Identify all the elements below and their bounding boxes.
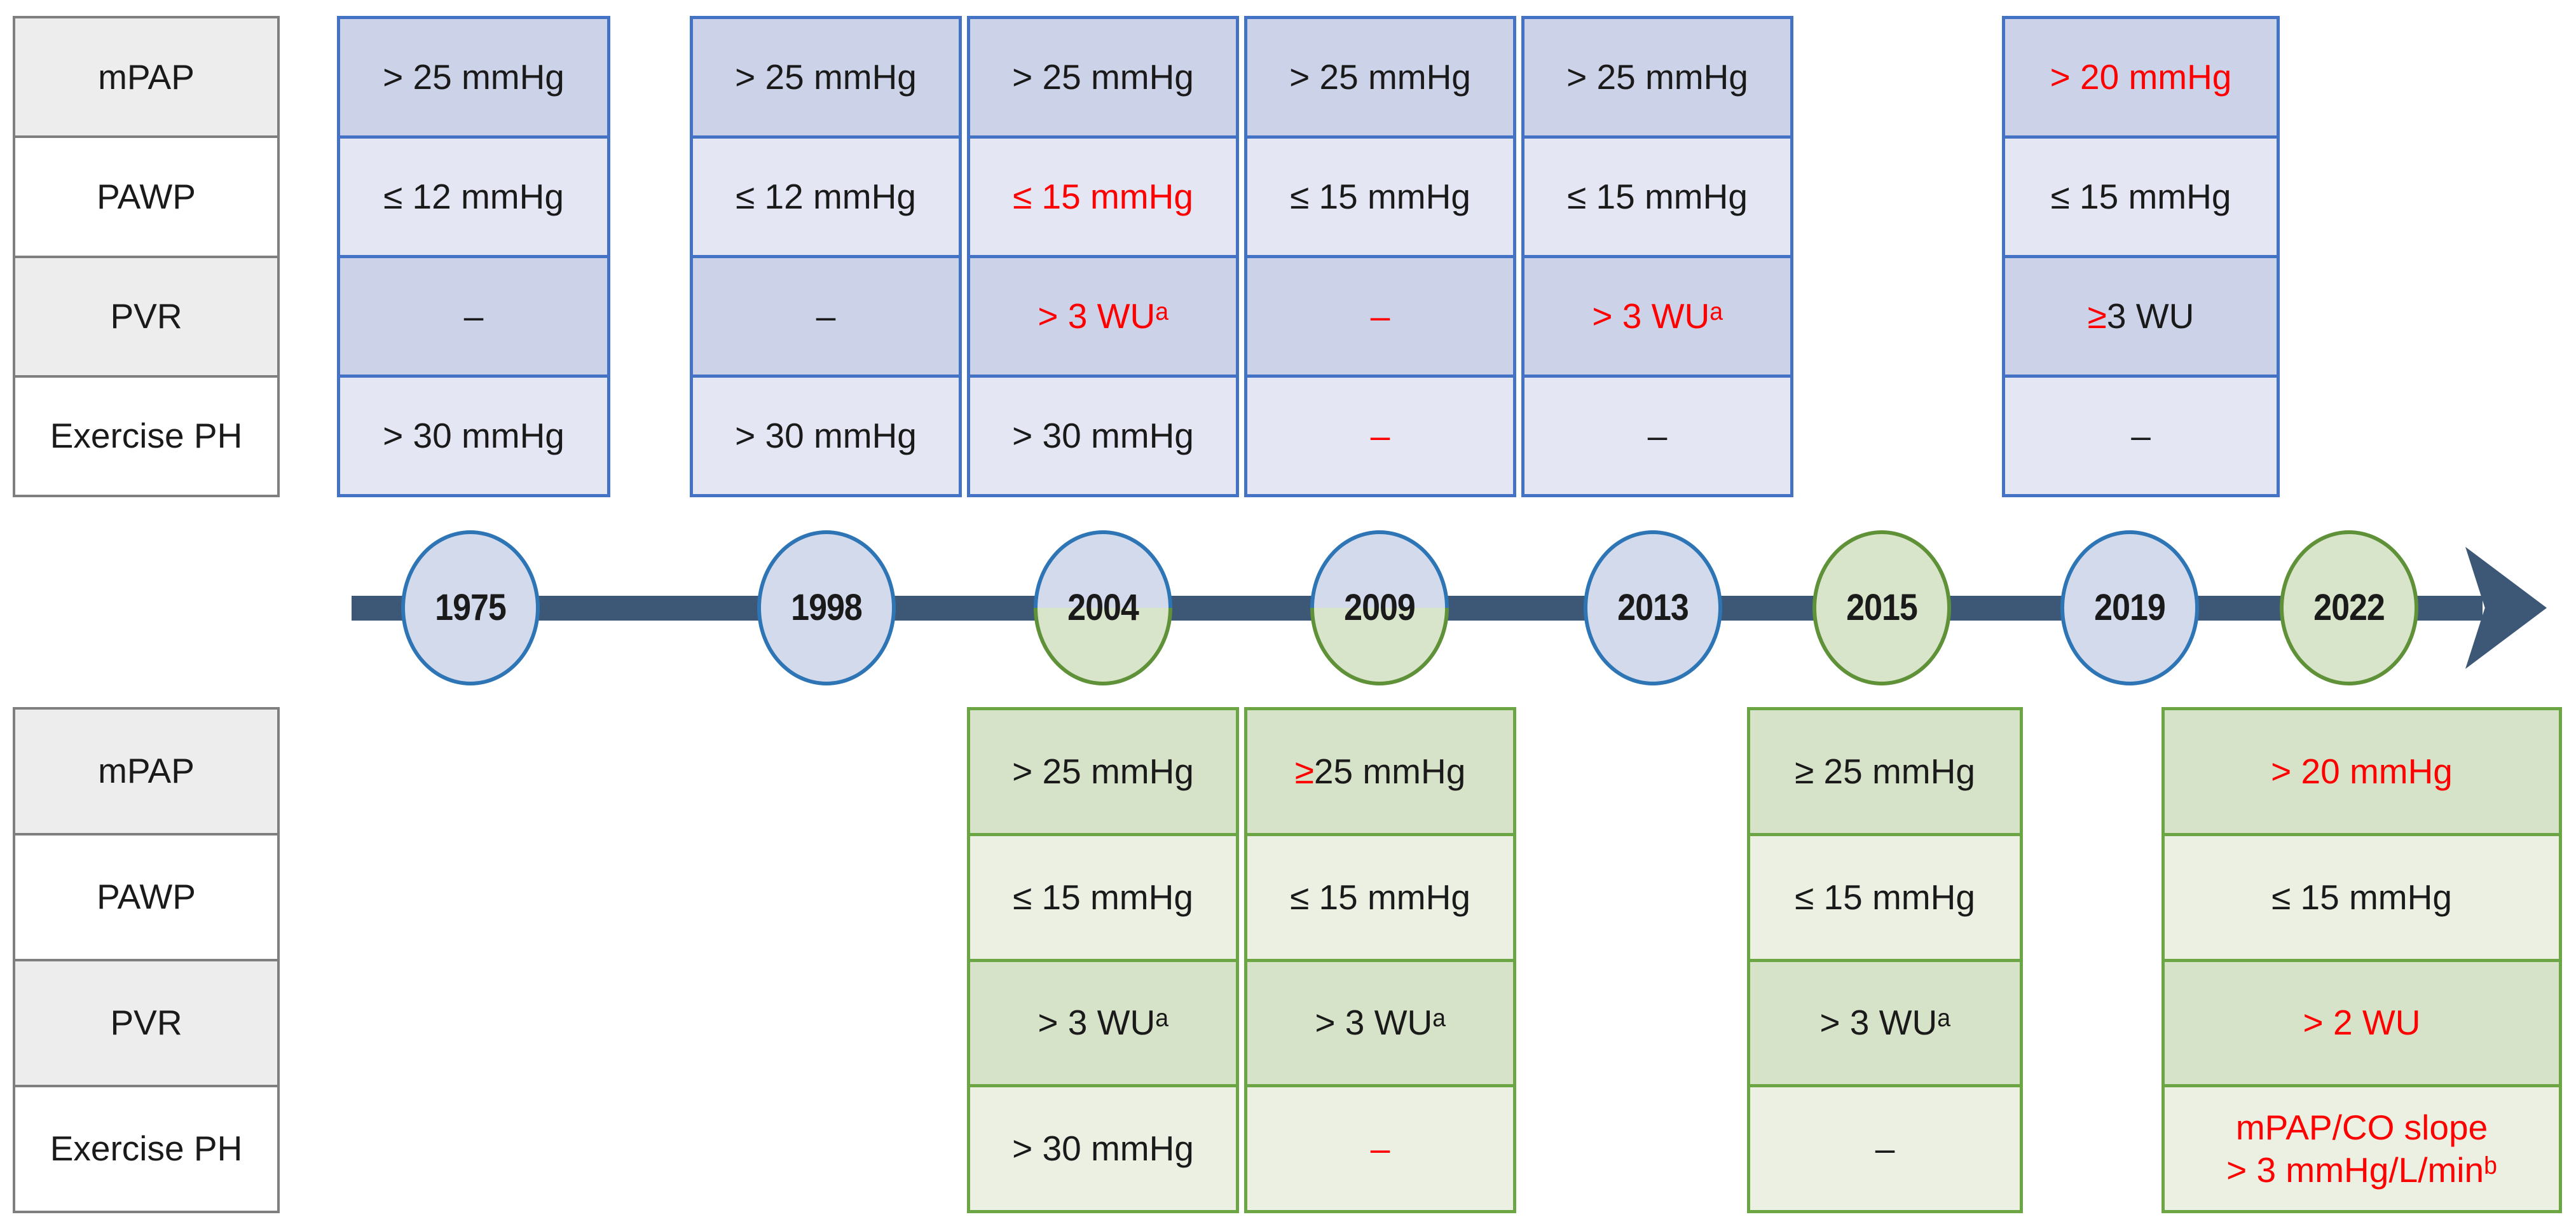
criteria-table-2013: > 25 mmHg ≤ 15 mmHg > 3 WUᵃ – <box>1521 16 1793 497</box>
criteria-cell: ≥ 25 mmHg <box>1750 710 2020 833</box>
criteria-cell: ≤ 12 mmHg <box>693 139 959 255</box>
timeline-year-2015: 2015 <box>1812 530 1951 685</box>
criteria-cell: > 30 mmHg <box>340 378 607 494</box>
criteria-cell: ≤ 15 mmHg <box>1247 836 1513 959</box>
criteria-cell: > 30 mmHg <box>970 1087 1236 1210</box>
row-label: Exercise PH <box>15 1087 277 1211</box>
criteria-cell: > 3 WUᵃ <box>1247 961 1513 1085</box>
criteria-cell: > 3 WUᵃ <box>970 258 1236 375</box>
criteria-cell: ≥ 3 WU <box>2005 258 2277 375</box>
criteria-table-2009-exercise: ≥ 25 mmHg ≤ 15 mmHg > 3 WUᵃ – <box>1244 707 1516 1213</box>
criteria-cell-text: 3 WU <box>2106 296 2195 336</box>
criteria-table-2019: > 20 mmHg ≤ 15 mmHg ≥ 3 WU – <box>2002 16 2280 497</box>
criteria-cell: – <box>693 258 959 375</box>
criteria-table-2009: > 25 mmHg ≤ 15 mmHg – – <box>1244 16 1516 497</box>
criteria-cell: – <box>1750 1087 2020 1210</box>
timeline-year-label: 2013 <box>1617 587 1689 629</box>
timeline-year-label: 1975 <box>435 587 507 629</box>
timeline-year-1975: 1975 <box>401 530 540 685</box>
timeline-year-2013: 2013 <box>1584 530 1722 685</box>
timeline-year-label: 1998 <box>791 587 863 629</box>
criteria-cell: > 25 mmHg <box>970 710 1236 833</box>
criteria-cell: > 30 mmHg <box>970 378 1236 494</box>
criteria-cell: ≤ 15 mmHg <box>2005 139 2277 255</box>
criteria-cell: – <box>1247 378 1513 494</box>
criteria-cell: > 20 mmHg <box>2005 19 2277 135</box>
criteria-cell-text: ≥ <box>2087 296 2107 336</box>
criteria-cell: ≤ 15 mmHg <box>1247 139 1513 255</box>
criteria-cell: > 25 mmHg <box>970 19 1236 135</box>
criteria-cell: > 25 mmHg <box>1524 19 1790 135</box>
timeline-year-label: 2022 <box>2313 587 2385 629</box>
timeline-year-1998: 1998 <box>757 530 896 685</box>
timeline-year-2019: 2019 <box>2060 530 2199 685</box>
criteria-cell: – <box>1247 1087 1513 1210</box>
criteria-cell: > 25 mmHg <box>1247 19 1513 135</box>
criteria-cell: > 20 mmHg <box>2165 710 2559 833</box>
criteria-cell: > 30 mmHg <box>693 378 959 494</box>
criteria-cell: ≤ 15 mmHg <box>1524 139 1790 255</box>
timeline-year-label: 2009 <box>1344 587 1416 629</box>
criteria-cell-text: ≥ <box>1294 751 1314 791</box>
criteria-table-2004: > 25 mmHg ≤ 15 mmHg > 3 WUᵃ > 30 mmHg <box>967 16 1239 497</box>
criteria-cell: mPAP/CO slope > 3 mmHg/L/minᵇ <box>2165 1087 2559 1210</box>
criteria-cell: – <box>340 258 607 375</box>
criteria-table-2022-exercise: > 20 mmHg ≤ 15 mmHg > 2 WU mPAP/CO slope > … <box>2162 707 2562 1213</box>
criteria-table-2015-exercise: ≥ 25 mmHg ≤ 15 mmHg > 3 WUᵃ – <box>1747 707 2023 1213</box>
timeline-year-2009: 2009 <box>1310 530 1449 685</box>
criteria-table-1975: > 25 mmHg ≤ 12 mmHg – > 30 mmHg <box>337 16 610 497</box>
criteria-cell-text: 25 mmHg <box>1313 751 1466 791</box>
row-label: mPAP <box>15 710 277 833</box>
row-label: PVR <box>15 961 277 1085</box>
criteria-cell: > 3 WUᵃ <box>970 961 1236 1085</box>
criteria-table-1998: > 25 mmHg ≤ 12 mmHg – > 30 mmHg <box>690 16 962 497</box>
criteria-cell: > 25 mmHg <box>693 19 959 135</box>
row-label-table-top: mPAP PAWP PVR Exercise PH <box>13 16 280 497</box>
row-label: PAWP <box>15 138 277 256</box>
row-label: mPAP <box>15 18 277 136</box>
criteria-cell: ≤ 15 mmHg <box>1750 836 2020 959</box>
criteria-table-2004-exercise: > 25 mmHg ≤ 15 mmHg > 3 WUᵃ > 30 mmHg <box>967 707 1239 1213</box>
criteria-cell: – <box>1524 378 1790 494</box>
criteria-cell: ≤ 15 mmHg <box>2165 836 2559 959</box>
row-label: Exercise PH <box>15 377 277 495</box>
criteria-cell: – <box>1247 258 1513 375</box>
timeline-year-label: 2019 <box>2094 587 2166 629</box>
criteria-cell: > 25 mmHg <box>340 19 607 135</box>
criteria-cell: ≤ 12 mmHg <box>340 139 607 255</box>
timeline-year-2004: 2004 <box>1034 530 1172 685</box>
timeline-year-label: 2015 <box>1846 587 1918 629</box>
criteria-cell: ≤ 15 mmHg <box>970 139 1236 255</box>
criteria-cell: ≥ 25 mmHg <box>1247 710 1513 833</box>
criteria-cell: – <box>2005 378 2277 494</box>
timeline-year-label: 2004 <box>1067 587 1139 629</box>
criteria-cell: > 2 WU <box>2165 961 2559 1085</box>
timeline-year-2022: 2022 <box>2280 530 2418 685</box>
row-label: PVR <box>15 258 277 375</box>
criteria-cell: > 3 WUᵃ <box>1524 258 1790 375</box>
row-label-table-bottom: mPAP PAWP PVR Exercise PH <box>13 707 280 1213</box>
criteria-cell: > 3 WUᵃ <box>1750 961 2020 1085</box>
row-label: PAWP <box>15 836 277 959</box>
criteria-cell: ≤ 15 mmHg <box>970 836 1236 959</box>
